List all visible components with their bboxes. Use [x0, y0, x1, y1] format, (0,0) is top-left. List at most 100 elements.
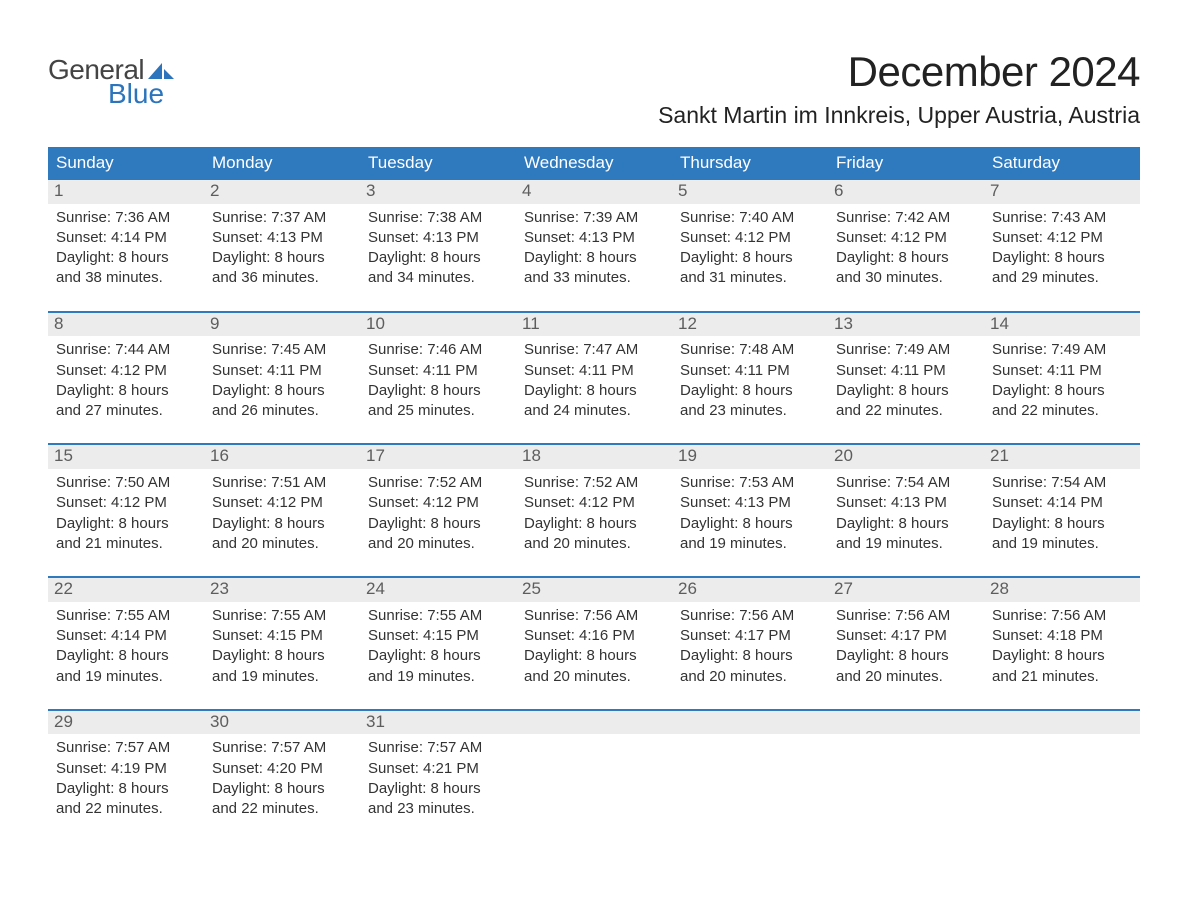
sunrise-value: 7:49 AM [895, 341, 950, 358]
sunset-label: Sunset: [836, 494, 887, 511]
day-number: 11 [516, 313, 672, 337]
sunrise-label: Sunrise: [56, 209, 111, 226]
day-body: Sunrise: 7:49 AMSunset: 4:11 PMDaylight:… [984, 336, 1140, 421]
day-body: Sunrise: 7:55 AMSunset: 4:14 PMDaylight:… [48, 602, 204, 687]
day-number: 23 [204, 578, 360, 602]
sunset-value: 4:11 PM [267, 362, 322, 379]
sunset-label: Sunset: [212, 494, 263, 511]
sunrise-label: Sunrise: [992, 607, 1047, 624]
sunset-line: Sunset: 4:12 PM [212, 493, 352, 513]
sunrise-label: Sunrise: [56, 341, 111, 358]
daylight-label: Daylight: [368, 515, 426, 532]
day-cell: 21Sunrise: 7:54 AMSunset: 4:14 PMDayligh… [984, 445, 1140, 576]
sunset-value: 4:14 PM [111, 229, 167, 246]
sunrise-line: Sunrise: 7:52 AM [368, 473, 508, 493]
day-body: Sunrise: 7:56 AMSunset: 4:17 PMDaylight:… [828, 602, 984, 687]
sunset-line: Sunset: 4:11 PM [680, 361, 820, 381]
sunrise-value: 7:56 AM [739, 607, 794, 624]
sunrise-line: Sunrise: 7:37 AM [212, 208, 352, 228]
day-cell: 18Sunrise: 7:52 AMSunset: 4:12 PMDayligh… [516, 445, 672, 576]
sunset-line: Sunset: 4:17 PM [680, 626, 820, 646]
sunset-value: 4:20 PM [267, 760, 323, 777]
day-body: Sunrise: 7:43 AMSunset: 4:12 PMDaylight:… [984, 204, 1140, 289]
sunrise-label: Sunrise: [212, 607, 267, 624]
sunset-label: Sunset: [212, 627, 263, 644]
sunrise-line: Sunrise: 7:55 AM [212, 606, 352, 626]
day-cell: 27Sunrise: 7:56 AMSunset: 4:17 PMDayligh… [828, 578, 984, 709]
daylight-label: Daylight: [56, 780, 114, 797]
day-body: Sunrise: 7:56 AMSunset: 4:17 PMDaylight:… [672, 602, 828, 687]
daylight-label: Daylight: [524, 647, 582, 664]
sunset-label: Sunset: [56, 229, 107, 246]
sunset-line: Sunset: 4:18 PM [992, 626, 1132, 646]
sunrise-label: Sunrise: [368, 209, 423, 226]
day-body: Sunrise: 7:49 AMSunset: 4:11 PMDaylight:… [828, 336, 984, 421]
sunrise-line: Sunrise: 7:50 AM [56, 473, 196, 493]
daylight-line: Daylight: 8 hours and 20 minutes. [212, 514, 352, 555]
sunset-label: Sunset: [680, 229, 731, 246]
sunset-line: Sunset: 4:11 PM [212, 361, 352, 381]
sunrise-label: Sunrise: [680, 209, 735, 226]
daylight-label: Daylight: [836, 647, 894, 664]
day-body: Sunrise: 7:42 AMSunset: 4:12 PMDaylight:… [828, 204, 984, 289]
sunset-value: 4:19 PM [111, 760, 167, 777]
day-body: Sunrise: 7:36 AMSunset: 4:14 PMDaylight:… [48, 204, 204, 289]
day-number: 3 [360, 180, 516, 204]
day-body: Sunrise: 7:44 AMSunset: 4:12 PMDaylight:… [48, 336, 204, 421]
sunrise-value: 7:37 AM [271, 209, 326, 226]
sunrise-value: 7:48 AM [739, 341, 794, 358]
sunset-label: Sunset: [992, 627, 1043, 644]
day-body: Sunrise: 7:50 AMSunset: 4:12 PMDaylight:… [48, 469, 204, 554]
sunset-value: 4:13 PM [423, 229, 479, 246]
daylight-line: Daylight: 8 hours and 30 minutes. [836, 248, 976, 289]
sunset-line: Sunset: 4:17 PM [836, 626, 976, 646]
daylight-line: Daylight: 8 hours and 20 minutes. [368, 514, 508, 555]
daylight-line: Daylight: 8 hours and 20 minutes. [836, 646, 976, 687]
sunset-value: 4:13 PM [891, 494, 947, 511]
sunset-value: 4:11 PM [423, 362, 478, 379]
daylight-label: Daylight: [212, 249, 270, 266]
sunset-value: 4:14 PM [1047, 494, 1103, 511]
day-cell: 9Sunrise: 7:45 AMSunset: 4:11 PMDaylight… [204, 313, 360, 444]
daylight-label: Daylight: [368, 780, 426, 797]
sunset-line: Sunset: 4:21 PM [368, 759, 508, 779]
sunset-label: Sunset: [524, 627, 575, 644]
sunrise-line: Sunrise: 7:46 AM [368, 340, 508, 360]
sunset-value: 4:13 PM [735, 494, 791, 511]
daylight-label: Daylight: [992, 515, 1050, 532]
sunset-line: Sunset: 4:15 PM [368, 626, 508, 646]
daylight-line: Daylight: 8 hours and 31 minutes. [680, 248, 820, 289]
day-cell: 4Sunrise: 7:39 AMSunset: 4:13 PMDaylight… [516, 180, 672, 311]
sunrise-value: 7:52 AM [427, 474, 482, 491]
week-row: 1Sunrise: 7:36 AMSunset: 4:14 PMDaylight… [48, 180, 1140, 311]
sunset-line: Sunset: 4:14 PM [56, 228, 196, 248]
day-cell: 5Sunrise: 7:40 AMSunset: 4:12 PMDaylight… [672, 180, 828, 311]
weekday-header: Monday [204, 147, 360, 180]
day-cell [516, 711, 672, 842]
daylight-label: Daylight: [368, 249, 426, 266]
sunrise-label: Sunrise: [368, 341, 423, 358]
sunrise-line: Sunrise: 7:51 AM [212, 473, 352, 493]
sunset-line: Sunset: 4:13 PM [212, 228, 352, 248]
logo: General Blue [48, 56, 174, 108]
day-cell: 12Sunrise: 7:48 AMSunset: 4:11 PMDayligh… [672, 313, 828, 444]
day-body: Sunrise: 7:47 AMSunset: 4:11 PMDaylight:… [516, 336, 672, 421]
daylight-line: Daylight: 8 hours and 26 minutes. [212, 381, 352, 422]
weekday-header: Tuesday [360, 147, 516, 180]
daylight-line: Daylight: 8 hours and 21 minutes. [992, 646, 1132, 687]
sunrise-value: 7:49 AM [1051, 341, 1106, 358]
sunrise-line: Sunrise: 7:56 AM [992, 606, 1132, 626]
day-body: Sunrise: 7:57 AMSunset: 4:21 PMDaylight:… [360, 734, 516, 819]
sunset-value: 4:12 PM [1047, 229, 1103, 246]
sunset-line: Sunset: 4:13 PM [680, 493, 820, 513]
day-cell [672, 711, 828, 842]
sunset-line: Sunset: 4:12 PM [836, 228, 976, 248]
day-body: Sunrise: 7:55 AMSunset: 4:15 PMDaylight:… [360, 602, 516, 687]
day-cell: 6Sunrise: 7:42 AMSunset: 4:12 PMDaylight… [828, 180, 984, 311]
day-number: 14 [984, 313, 1140, 337]
sunrise-value: 7:56 AM [895, 607, 950, 624]
day-body: Sunrise: 7:55 AMSunset: 4:15 PMDaylight:… [204, 602, 360, 687]
sunset-label: Sunset: [368, 229, 419, 246]
header: General Blue December 2024 Sankt Martin … [48, 48, 1140, 129]
daylight-label: Daylight: [680, 382, 738, 399]
